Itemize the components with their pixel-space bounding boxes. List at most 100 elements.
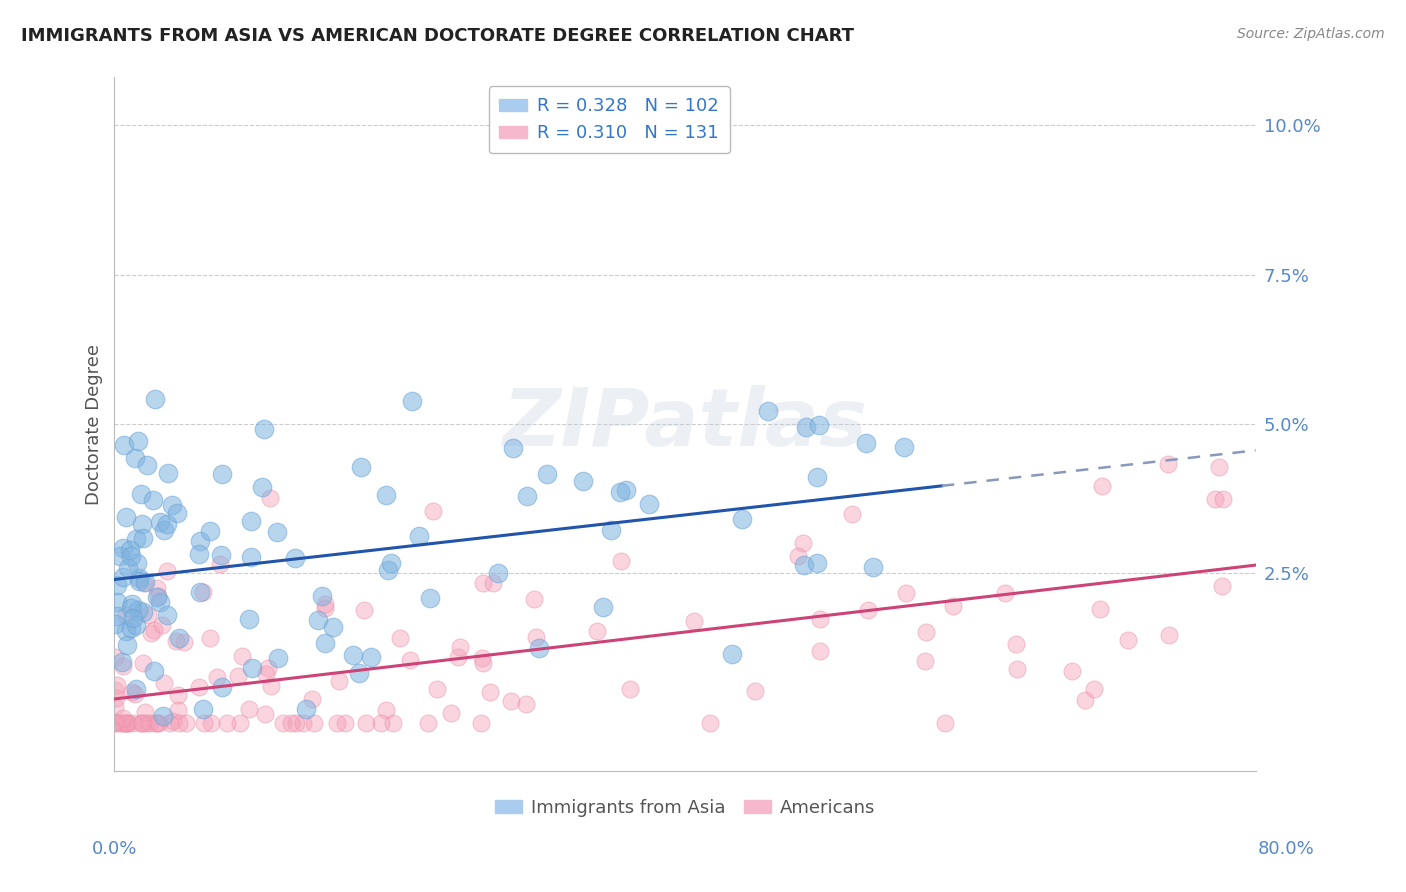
Point	[131, 516, 153, 531]
Point	[1211, 579, 1233, 593]
Point	[111, 658, 134, 673]
Point	[325, 715, 347, 730]
Point	[111, 715, 134, 730]
Point	[120, 549, 142, 563]
Point	[188, 680, 211, 694]
Point	[994, 586, 1017, 600]
Point	[122, 611, 145, 625]
Point	[118, 542, 141, 557]
Point	[238, 612, 260, 626]
Point	[470, 651, 492, 665]
Point	[896, 586, 918, 600]
Point	[347, 665, 370, 680]
Point	[914, 654, 936, 668]
Y-axis label: Doctorate Degree: Doctorate Degree	[86, 343, 103, 505]
Point	[110, 715, 132, 730]
Point	[516, 489, 538, 503]
Point	[174, 715, 197, 730]
Point	[295, 702, 318, 716]
Point	[1212, 491, 1234, 506]
Point	[173, 635, 195, 649]
Point	[806, 557, 828, 571]
Point	[125, 682, 148, 697]
Point	[120, 621, 142, 635]
Point	[145, 590, 167, 604]
Point	[942, 599, 965, 614]
Point	[447, 650, 470, 665]
Point	[377, 563, 399, 577]
Point	[136, 458, 159, 472]
Point	[322, 620, 344, 634]
Point	[142, 624, 165, 638]
Point	[166, 688, 188, 702]
Point	[149, 515, 172, 529]
Point	[114, 624, 136, 638]
Point	[502, 441, 524, 455]
Point	[114, 715, 136, 730]
Point	[524, 630, 547, 644]
Point	[193, 702, 215, 716]
Point	[193, 584, 215, 599]
Point	[165, 633, 187, 648]
Point	[209, 548, 232, 562]
Point	[794, 420, 817, 434]
Point	[284, 550, 307, 565]
Point	[792, 536, 814, 550]
Point	[285, 715, 308, 730]
Point	[810, 644, 832, 658]
Point	[169, 631, 191, 645]
Point	[128, 574, 150, 588]
Point	[585, 624, 607, 638]
Point	[125, 618, 148, 632]
Point	[934, 715, 956, 730]
Point	[1157, 628, 1180, 642]
Point	[354, 715, 377, 730]
Point	[162, 714, 184, 728]
Point	[112, 438, 135, 452]
Point	[142, 493, 165, 508]
Point	[388, 632, 411, 646]
Point	[536, 467, 558, 481]
Point	[188, 533, 211, 548]
Point	[254, 666, 277, 681]
Point	[205, 670, 228, 684]
Point	[806, 469, 828, 483]
Point	[105, 678, 128, 692]
Point	[862, 559, 884, 574]
Point	[479, 684, 502, 698]
Point	[114, 715, 136, 730]
Point	[105, 578, 128, 592]
Point	[188, 585, 211, 599]
Point	[1090, 479, 1112, 493]
Point	[238, 701, 260, 715]
Point	[360, 649, 382, 664]
Point	[266, 524, 288, 539]
Point	[117, 561, 139, 575]
Point	[353, 602, 375, 616]
Point	[146, 589, 169, 603]
Point	[523, 591, 546, 606]
Point	[146, 582, 169, 596]
Point	[515, 698, 537, 712]
Point	[125, 556, 148, 570]
Point	[699, 715, 721, 730]
Point	[187, 547, 209, 561]
Point	[139, 625, 162, 640]
Point	[744, 684, 766, 698]
Point	[374, 703, 396, 717]
Point	[240, 550, 263, 565]
Point	[350, 459, 373, 474]
Legend: Immigrants from Asia, Americans: Immigrants from Asia, Americans	[488, 791, 883, 824]
Point	[250, 480, 273, 494]
Point	[132, 531, 155, 545]
Point	[211, 467, 233, 481]
Point	[115, 715, 138, 730]
Point	[609, 485, 631, 500]
Point	[471, 656, 494, 670]
Point	[302, 715, 325, 730]
Point	[682, 614, 704, 628]
Point	[253, 422, 276, 436]
Point	[260, 680, 283, 694]
Point	[142, 664, 165, 678]
Point	[132, 715, 155, 730]
